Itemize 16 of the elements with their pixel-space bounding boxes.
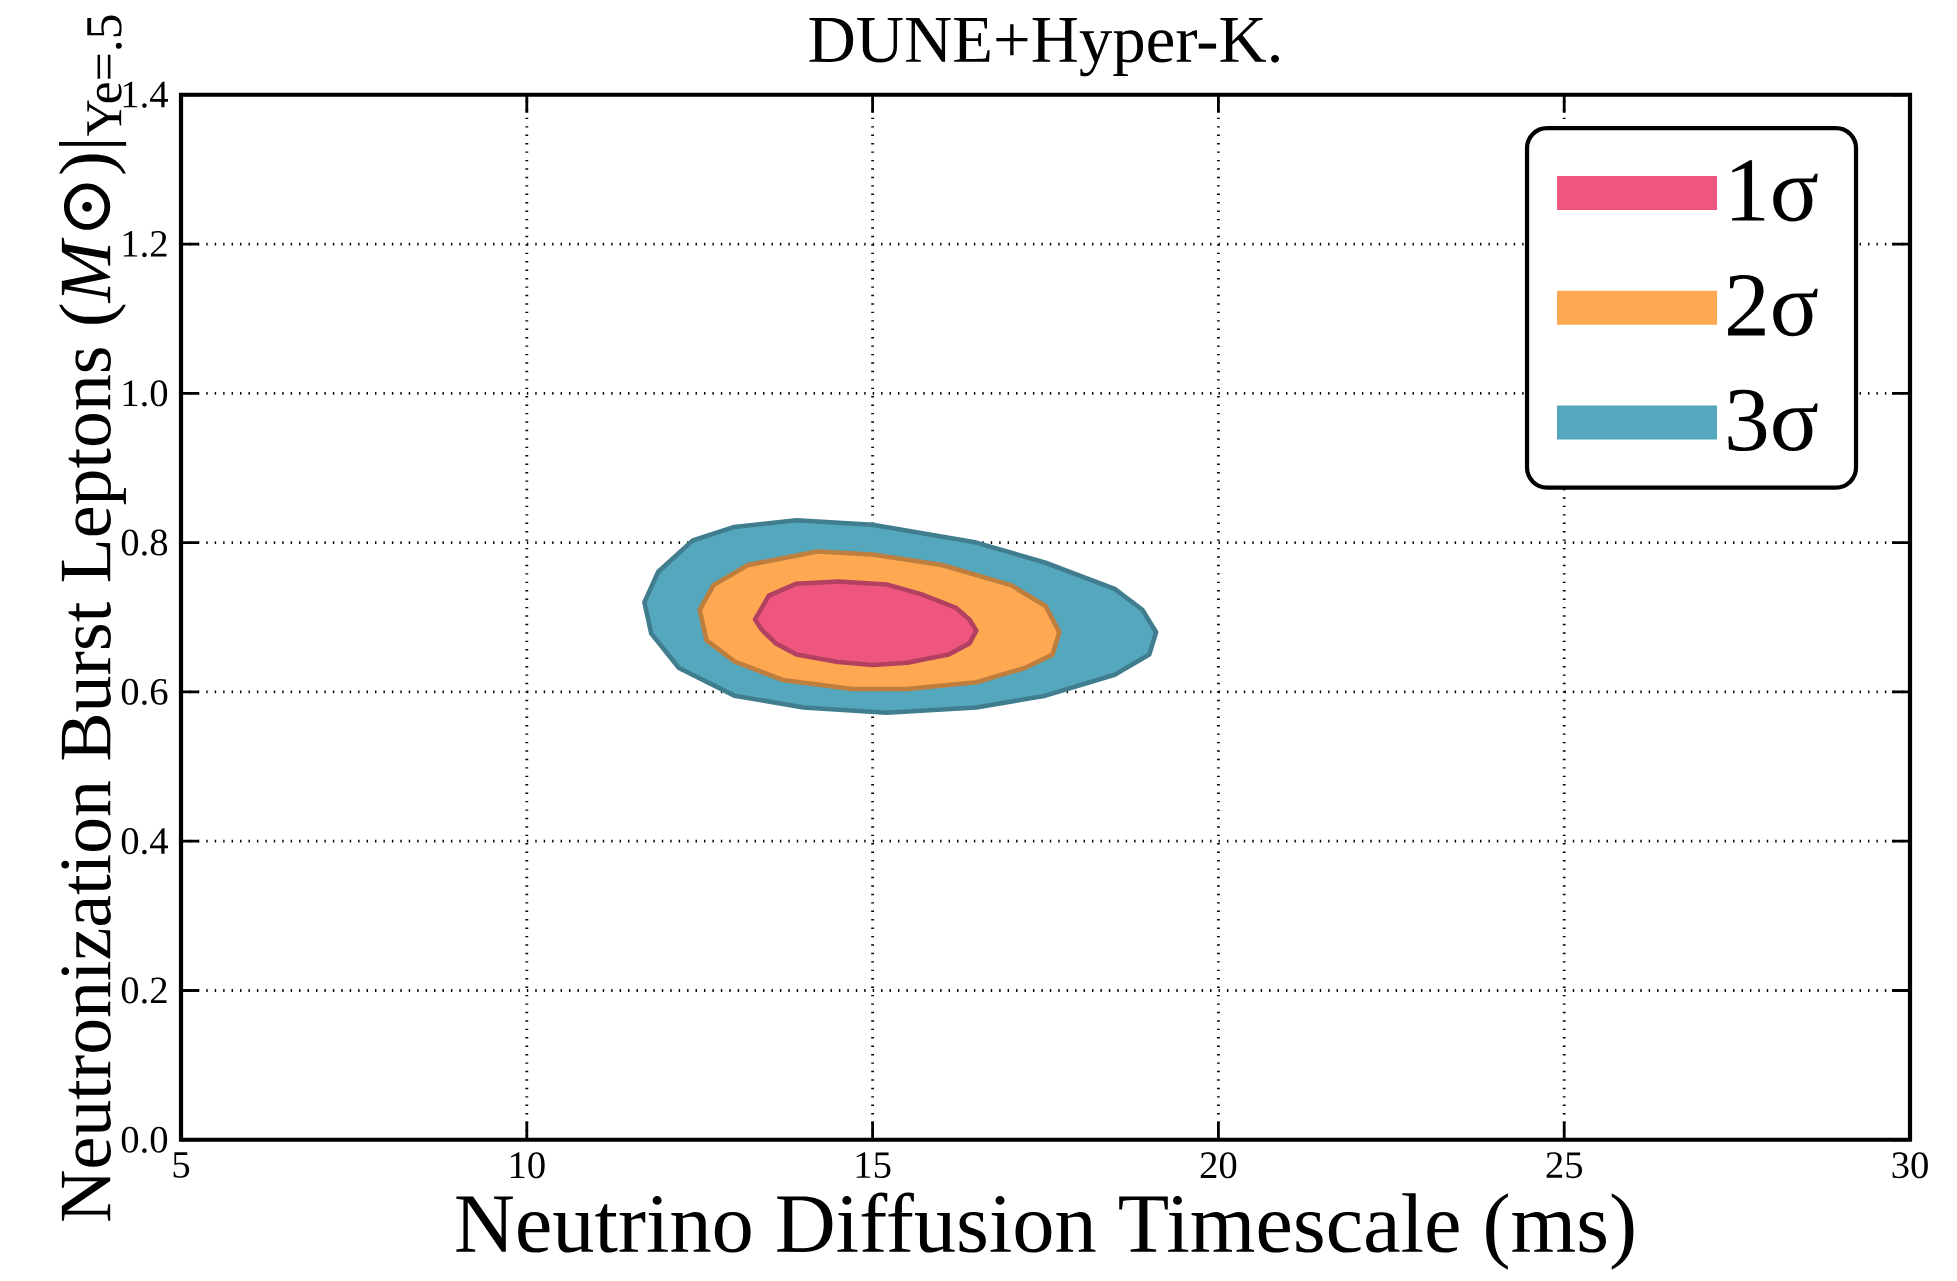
x-tick-label: 10 xyxy=(510,1151,545,1179)
legend-label: 3σ xyxy=(1728,389,1818,451)
y-tick-label: 0.2 xyxy=(121,977,167,1004)
x-tick-label: 25 xyxy=(1546,1151,1583,1178)
x-tick-label: 15 xyxy=(856,1151,891,1178)
x-tick-label: 20 xyxy=(1200,1151,1237,1179)
legend-label: 1σ xyxy=(1732,159,1818,222)
legend-label: 2σ xyxy=(1728,274,1818,337)
chart-title: DUNE+Hyper-K. xyxy=(809,17,1279,76)
x-tick-label: 5 xyxy=(173,1151,190,1178)
x-axis-title: Neutrino Diffusion Timescale (ms) xyxy=(456,1192,1634,1270)
x-tick-label: 30 xyxy=(1892,1151,1928,1179)
y-tick-label: 1.2 xyxy=(123,230,167,257)
y-tick-label: 1.4 xyxy=(123,81,168,108)
y-tick-label: 0.4 xyxy=(121,827,168,855)
y-tick-label: 0.6 xyxy=(121,678,168,705)
